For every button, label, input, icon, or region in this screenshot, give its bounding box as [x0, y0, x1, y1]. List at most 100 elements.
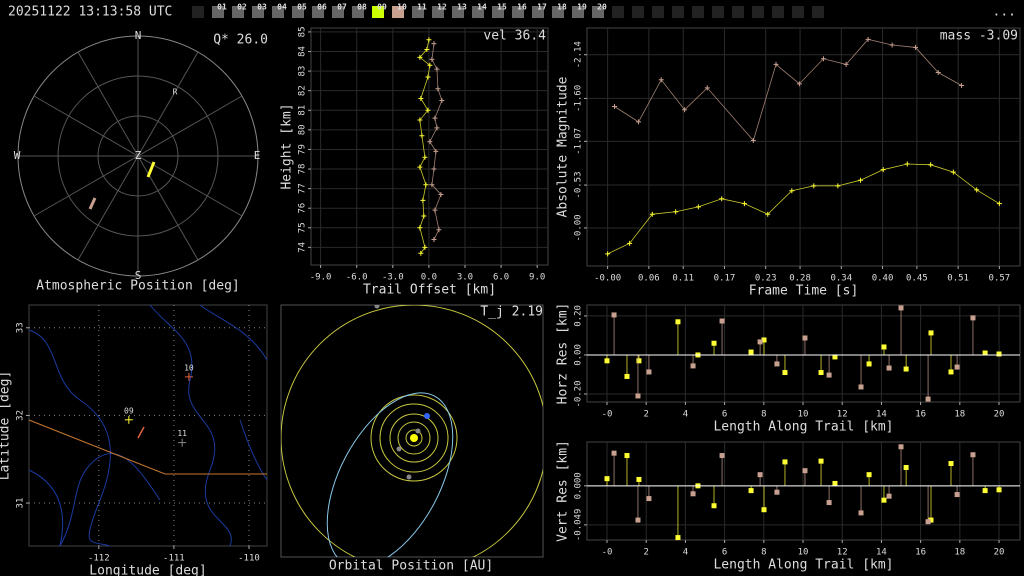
point — [948, 461, 954, 467]
river — [239, 419, 268, 481]
camera-box — [752, 6, 764, 18]
point — [974, 187, 980, 193]
timestamp: 20251122 13:13:58 UTC — [8, 5, 172, 20]
camera-box — [412, 6, 424, 18]
x-tick-label: 0.40 — [872, 274, 894, 284]
x-tick-label: 20 — [994, 410, 1005, 420]
point — [865, 36, 871, 42]
x-tick-label: 0.06 — [638, 274, 660, 284]
point — [636, 358, 642, 364]
point — [649, 211, 655, 217]
point — [750, 138, 756, 144]
station — [124, 415, 133, 424]
polar-grid — [17, 35, 259, 277]
point — [880, 167, 886, 173]
y-tick-label: 78 — [298, 164, 308, 175]
point — [954, 492, 960, 498]
camera-box — [672, 6, 684, 18]
point — [646, 496, 652, 502]
y-tick-label: 0.00 — [574, 344, 584, 366]
camera-box — [372, 6, 384, 18]
x-tick-label: -9.0 — [310, 273, 332, 283]
camera-box — [652, 6, 664, 18]
point — [695, 204, 701, 210]
x-tick-label: 14 — [876, 410, 887, 420]
x-tick-label: -110 — [238, 554, 260, 564]
y-axis-label: Absolute Magnitude — [556, 76, 571, 217]
y-tick-label: 84 — [298, 46, 308, 57]
polar-label: W — [14, 149, 21, 162]
y-tick-label: 74 — [298, 242, 308, 253]
camera-label: 07 — [337, 3, 347, 12]
camera-box — [472, 6, 484, 18]
point — [832, 354, 838, 360]
camera-label: 06 — [317, 3, 327, 12]
point — [690, 491, 696, 497]
x-tick-label: 0.17 — [714, 274, 736, 284]
polar-label: N — [135, 29, 142, 42]
point — [982, 488, 988, 494]
x-tick-label: 10 — [798, 548, 809, 558]
camera-box — [552, 6, 564, 18]
point — [624, 373, 630, 379]
x-tick-label: 10 — [798, 410, 809, 420]
point — [835, 183, 841, 189]
point — [950, 169, 956, 175]
point — [925, 396, 931, 402]
river — [199, 304, 268, 361]
point — [719, 453, 725, 459]
point — [774, 361, 780, 367]
point — [818, 370, 824, 376]
point — [782, 459, 788, 465]
menu[interactable]: ... — [993, 5, 1016, 20]
camera-label: 04 — [277, 3, 287, 12]
x-tick-label: 0.11 — [672, 274, 694, 284]
point — [417, 225, 423, 231]
point — [417, 54, 423, 60]
x-axis-label: Length Along Trail [km] — [713, 420, 893, 435]
point — [903, 464, 909, 470]
station-label: 11 — [177, 429, 187, 438]
x-tick-label: 0.28 — [789, 274, 811, 284]
x-tick-label: 2 — [643, 410, 648, 420]
point — [935, 70, 941, 76]
camera-box — [512, 6, 524, 18]
x-tick-label: 4 — [683, 548, 688, 558]
camera-box — [352, 6, 364, 18]
station — [184, 372, 193, 381]
point — [424, 47, 430, 53]
point — [604, 476, 610, 482]
y-tick-label: -1.07 — [574, 128, 584, 155]
point — [423, 182, 429, 188]
point — [434, 125, 440, 131]
plot-frame — [28, 304, 268, 547]
camera-box — [712, 6, 724, 18]
point — [690, 363, 696, 369]
point — [773, 61, 779, 67]
point — [913, 44, 919, 50]
x-tick-label: -3.0 — [382, 273, 404, 283]
point — [675, 319, 681, 325]
camera-label: 05 — [297, 3, 307, 12]
y-tick-label: -1.60 — [574, 85, 584, 112]
polar-label: R — [173, 88, 178, 97]
camera-label: 12 — [437, 3, 447, 12]
y-tick-label: 75 — [298, 222, 308, 233]
point — [427, 139, 433, 145]
camera-box — [532, 6, 544, 18]
river — [149, 304, 232, 547]
point — [796, 81, 802, 87]
x-tick-label: 18 — [954, 548, 965, 558]
point — [421, 213, 427, 219]
x-axis-label: Longitude [deg] — [89, 564, 206, 576]
point — [948, 369, 954, 375]
point — [928, 162, 934, 168]
point — [431, 166, 437, 172]
y-tick-label: 83 — [298, 66, 308, 77]
x-tick-label: 2 — [643, 548, 648, 558]
point — [996, 487, 1002, 493]
y-tick-label: -2.14 — [574, 41, 584, 68]
point — [425, 107, 431, 113]
camera-box — [312, 6, 324, 18]
